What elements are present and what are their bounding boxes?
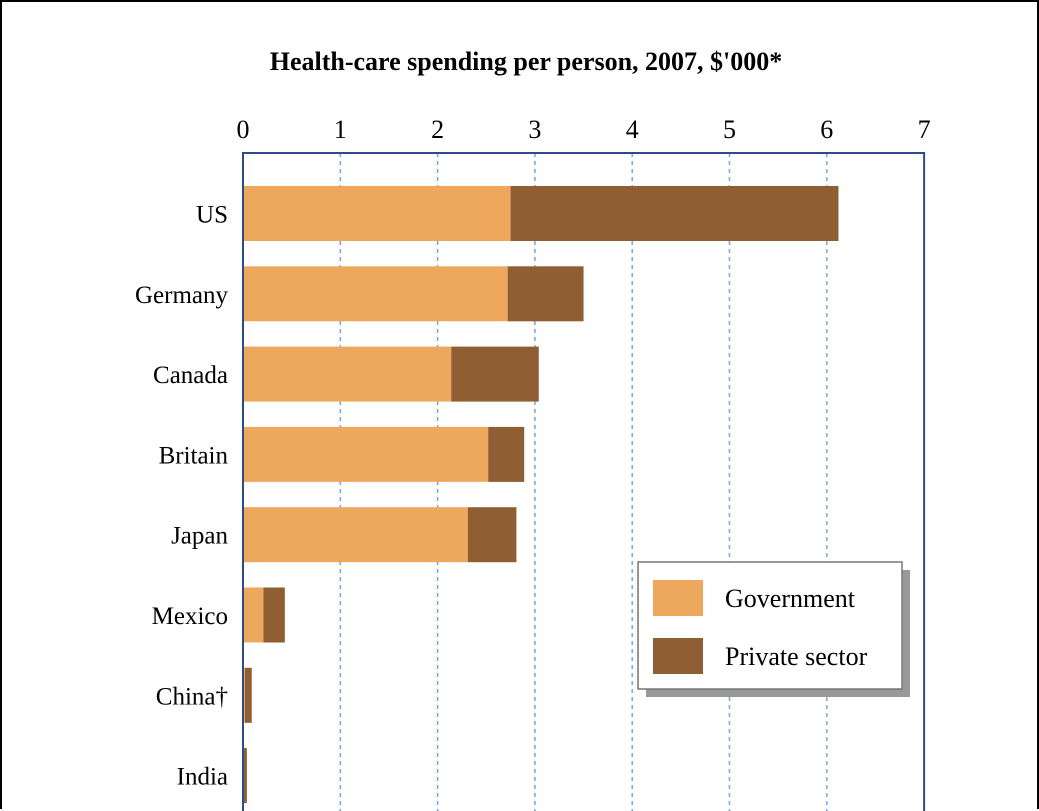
- legend-label-private: Private sector: [725, 642, 868, 671]
- x-tick-label-4: 4: [626, 115, 639, 144]
- category-label: Germany: [135, 282, 229, 309]
- grid-layer: [339, 153, 828, 811]
- bar-government-5: [243, 587, 264, 643]
- bar-private-5: [263, 587, 285, 643]
- category-label: Mexico: [152, 603, 228, 630]
- bar-government-1: [243, 266, 508, 322]
- legend-label-government: Government: [725, 584, 856, 613]
- bar-government-3: [243, 426, 489, 482]
- x-tick-label-7: 7: [918, 115, 931, 144]
- x-tick-label-6: 6: [820, 115, 833, 144]
- category-label: Japan: [171, 523, 228, 550]
- x-tick-label-5: 5: [723, 115, 736, 144]
- bar-private-2: [451, 346, 539, 402]
- axis-layer: 0 1 2 3 4 5 6 7 US Germany Canada Britain Japan Mexic…: [135, 115, 931, 811]
- bar-government-2: [243, 346, 452, 402]
- category-label: Canada: [153, 362, 228, 389]
- bar-private-6: [244, 667, 252, 723]
- category-label: US: [196, 202, 228, 229]
- x-tick-label-1: 1: [334, 115, 347, 144]
- legend: Government Private sector: [637, 561, 910, 697]
- bars-layer: [243, 186, 839, 804]
- chart-title: Health-care spending per person, 2007, $…: [270, 47, 783, 76]
- legend-swatch-private: [653, 638, 703, 674]
- category-label: China†: [156, 683, 228, 710]
- x-tick-label-0: 0: [237, 115, 250, 144]
- bar-private-4: [467, 507, 517, 563]
- category-label: Britain: [159, 442, 229, 469]
- bar-government-4: [243, 507, 468, 563]
- bar-private-7: [243, 748, 247, 804]
- x-tick-label-2: 2: [431, 115, 444, 144]
- bar-private-3: [488, 426, 525, 482]
- x-tick-label-3: 3: [528, 115, 541, 144]
- category-label: India: [177, 764, 228, 791]
- legend-swatch-government: [653, 580, 703, 616]
- bar-government-0: [243, 186, 511, 241]
- bar-private-0: [510, 186, 839, 241]
- bar-private-1: [507, 266, 584, 322]
- plot-border: [242, 152, 926, 811]
